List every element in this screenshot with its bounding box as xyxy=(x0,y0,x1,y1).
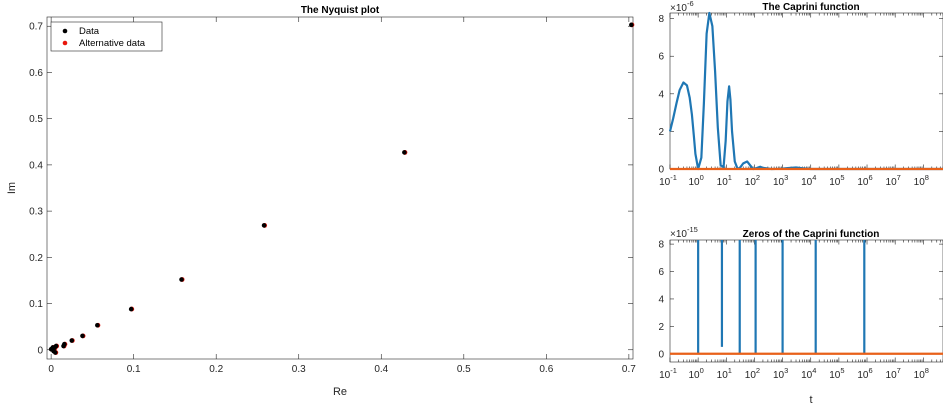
caprini-axes-box xyxy=(669,12,943,170)
nyquist-ytick-label: 0.7 xyxy=(29,22,43,33)
nyquist-ytick-label: 0.1 xyxy=(29,299,43,310)
nyquist-ytick-label: 0.3 xyxy=(29,207,43,218)
nyquist-xtick-label: 0.1 xyxy=(127,364,141,375)
zeros-ytick-label: 0 xyxy=(658,349,664,360)
nyquist-ticks: 0 0.1 0.2 0.3 0.4 0.5 0.6 0.7 0 0.1 0.2 0.3 0.4 0.5 0.… xyxy=(29,17,636,375)
nyquist-plot: The Nyquist plot 0 0.1 0.2 0.3 0.4 0.5 0.6 0.70… xyxy=(6,5,636,398)
caprini-ytick-label: 4 xyxy=(658,89,664,100)
caprini-ytick-label: 0 xyxy=(658,165,664,176)
data-point xyxy=(69,338,75,343)
nyquist-xtick-label: 0.7 xyxy=(622,364,636,375)
nyquist-ytick-label: 0 xyxy=(37,345,43,356)
nyquist-points xyxy=(48,22,635,355)
legend-label-data: Data xyxy=(79,26,100,37)
zeros-xtick-label: 102 xyxy=(745,366,760,381)
nyquist-ytick-label: 0.5 xyxy=(29,114,43,125)
data-point xyxy=(48,346,54,352)
nyquist-xtick-label: 0.2 xyxy=(209,364,223,375)
nyquist-legend: Data Alternative data xyxy=(50,21,163,52)
zeros-xtick-label: 101 xyxy=(717,366,732,381)
zeros-ytick-label: 6 xyxy=(658,267,664,278)
zeros-xtick-label: 104 xyxy=(801,366,816,381)
caprini-xtick-label: 102 xyxy=(745,173,760,188)
zeros-xtick-label: 105 xyxy=(829,366,844,381)
legend-marker-alt xyxy=(62,40,68,46)
data-point xyxy=(128,306,134,312)
nyquist-xtick-label: 0.6 xyxy=(539,364,553,375)
zeros-lines xyxy=(670,240,943,355)
data-point xyxy=(61,343,66,349)
nyquist-ylabel: Im xyxy=(6,182,18,194)
nyquist-xtick-label: 0.3 xyxy=(292,364,306,375)
caprini-xtick-label: 108 xyxy=(914,173,929,188)
data-point xyxy=(95,322,100,328)
data-point xyxy=(52,350,58,355)
zeros-plot: Zeros of the Caprini function ×10-15 10-… xyxy=(658,225,943,406)
zeros-title: Zeros of the Caprini function xyxy=(743,229,880,240)
caprini-xtick-label: 106 xyxy=(857,173,872,188)
legend-marker-data xyxy=(62,28,68,34)
data-point xyxy=(179,277,184,282)
nyquist-xlabel: Re xyxy=(333,386,347,398)
caprini-y-exponent: ×10-6 xyxy=(670,0,694,14)
zeros-xlabel: t xyxy=(809,394,812,406)
caprini-title: The Caprini function xyxy=(762,2,859,13)
legend-box xyxy=(50,21,163,52)
caprini-xtick-label: 10-1 xyxy=(659,173,677,188)
nyquist-title: The Nyquist plot xyxy=(301,5,380,16)
data-point xyxy=(402,150,407,155)
zeros-axes-box xyxy=(669,239,943,363)
caprini-lines xyxy=(668,11,943,171)
zeros-ytick-label: 8 xyxy=(658,240,664,251)
zeros-xtick-label: 103 xyxy=(773,366,788,381)
caprini-xtick-label: 105 xyxy=(829,173,844,188)
data-point xyxy=(261,223,267,228)
caprini-plot: The Caprini function ×10-6 10-1 100 101 102… xyxy=(658,0,943,188)
zeros-ticks: 10-1 100 101 102 103 104 105 106 107 108 0 2 4 6 8 xyxy=(658,240,943,381)
zeros-xtick-label: 108 xyxy=(914,366,929,381)
zeros-ytick-label: 2 xyxy=(658,322,664,333)
zeros-xtick-label: 107 xyxy=(886,366,901,381)
caprini-series-line xyxy=(668,11,943,171)
zeros-y-exponent: ×10-15 xyxy=(670,225,698,240)
nyquist-axes-box xyxy=(46,16,634,360)
nyquist-ytick-label: 0.4 xyxy=(29,160,43,171)
zeros-xtick-label: 10-1 xyxy=(659,366,677,381)
nyquist-ytick-label: 0.2 xyxy=(29,253,43,264)
zeros-xtick-label: 106 xyxy=(857,366,872,381)
caprini-xtick-label: 101 xyxy=(717,173,732,188)
data-point xyxy=(80,333,85,339)
caprini-ytick-label: 6 xyxy=(658,52,664,63)
caprini-ytick-label: 2 xyxy=(658,127,664,138)
caprini-xtick-label: 103 xyxy=(773,173,788,188)
caprini-xtick-label: 100 xyxy=(688,173,703,188)
nyquist-xtick-label: 0.4 xyxy=(374,364,388,375)
legend-label-alt: Alternative data xyxy=(79,38,146,49)
caprini-xtick-label: 104 xyxy=(801,173,816,188)
nyquist-xtick-label: 0.5 xyxy=(457,364,471,375)
caprini-ytick-label: 8 xyxy=(658,14,664,25)
caprini-xtick-label: 107 xyxy=(886,173,901,188)
zeros-ytick-label: 4 xyxy=(658,294,664,305)
nyquist-ytick-label: 0.6 xyxy=(29,68,43,79)
zeros-xtick-label: 100 xyxy=(688,366,703,381)
nyquist-xtick-label: 0 xyxy=(48,364,54,375)
data-point xyxy=(629,22,634,28)
